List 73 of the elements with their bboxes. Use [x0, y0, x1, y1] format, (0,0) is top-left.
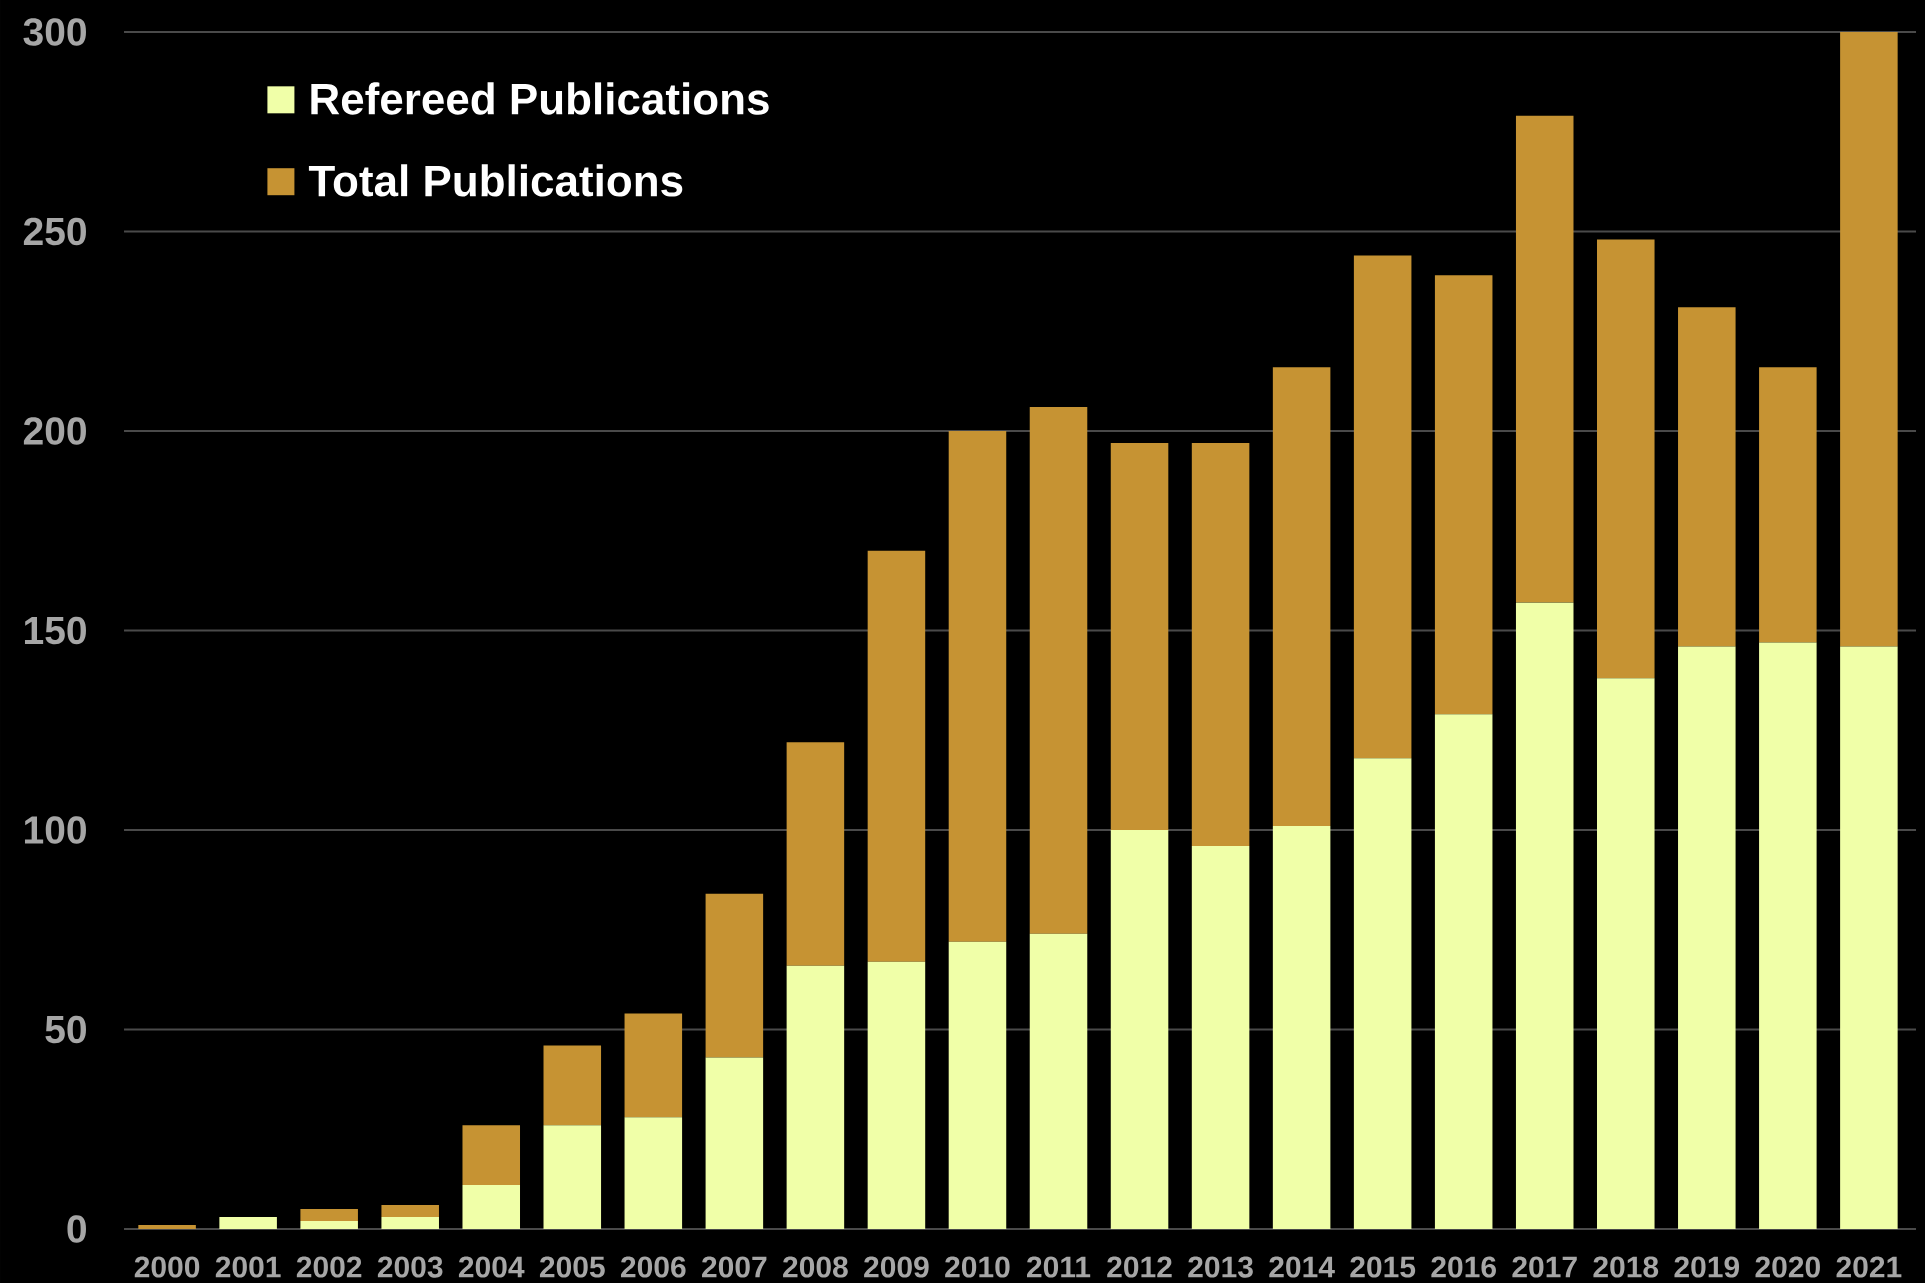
bar [1678, 646, 1736, 1229]
bar [1840, 31, 1898, 647]
bar [1029, 407, 1088, 934]
y-tick-label: 200 [23, 417, 86, 445]
bar [1272, 367, 1331, 826]
x-tick-label: 2021 [1836, 1256, 1902, 1278]
x-tick-label: 2007 [702, 1256, 767, 1278]
bar [624, 1013, 683, 1118]
bar [1759, 642, 1817, 1229]
bar [786, 965, 845, 1229]
x-tick-label: 2018 [1593, 1256, 1659, 1278]
bar [1191, 845, 1250, 1229]
x-tick-label: 2017 [1512, 1256, 1577, 1278]
bar [705, 893, 764, 1058]
bar [1678, 307, 1736, 647]
bar [1353, 758, 1412, 1229]
x-tick-label: 2010 [945, 1256, 1010, 1278]
y-tick-label: 0 [67, 1215, 86, 1243]
bar [381, 1217, 439, 1229]
x-tick-label: 2001 [215, 1256, 281, 1278]
bar [462, 1125, 521, 1186]
bar [1597, 678, 1655, 1229]
bar [381, 1205, 439, 1218]
y-tick-label: 100 [24, 816, 86, 844]
x-tick-label: 2009 [864, 1256, 929, 1278]
x-tick-label: 2016 [1431, 1256, 1496, 1278]
bar [1597, 239, 1655, 679]
bar [219, 1217, 277, 1229]
bar [1353, 255, 1412, 759]
bar [138, 1225, 196, 1229]
x-tick-label: 2004 [458, 1256, 525, 1278]
bar [705, 1057, 764, 1229]
bar [1272, 825, 1331, 1229]
x-tick-label: 2015 [1350, 1256, 1416, 1278]
bar [948, 941, 1007, 1229]
bar [300, 1221, 358, 1229]
legend-label: Refereed Publications [311, 82, 769, 115]
bar [543, 1125, 602, 1229]
bar [867, 961, 926, 1229]
bar [300, 1209, 358, 1222]
x-tick-label: 2020 [1755, 1256, 1820, 1278]
bar [1434, 714, 1493, 1229]
bar [1029, 933, 1088, 1229]
x-tick-label: 2014 [1269, 1256, 1335, 1278]
y-tick-label: 250 [23, 217, 86, 246]
bar [1110, 442, 1169, 830]
x-tick-label: 2000 [134, 1256, 200, 1278]
x-tick-label: 2005 [539, 1256, 605, 1278]
bar [1434, 275, 1493, 715]
x-tick-label: 2019 [1674, 1256, 1740, 1278]
bar [1191, 442, 1250, 846]
x-tick-label: 2011 [1027, 1256, 1091, 1278]
bar [867, 550, 926, 962]
bar [786, 742, 845, 966]
x-tick-label: 2003 [377, 1256, 443, 1278]
x-tick-label: 2012 [1107, 1256, 1172, 1278]
x-tick-label: 2002 [296, 1256, 362, 1278]
bar [1515, 602, 1574, 1229]
bar [1759, 367, 1817, 643]
bar [1110, 829, 1169, 1229]
legend-label: Total Publications [308, 164, 683, 197]
y-tick-label: 300 [23, 18, 86, 46]
bar [948, 430, 1007, 942]
bar [543, 1045, 602, 1126]
x-tick-label: 2008 [783, 1256, 848, 1278]
y-tick-label: 150 [24, 616, 86, 645]
bar [1515, 115, 1574, 603]
x-tick-label: 2006 [620, 1256, 686, 1278]
bar [1840, 646, 1898, 1229]
bar [462, 1185, 521, 1229]
y-tick-label: 50 [45, 1015, 86, 1044]
x-tick-label: 2013 [1188, 1256, 1253, 1278]
bar [624, 1117, 683, 1229]
